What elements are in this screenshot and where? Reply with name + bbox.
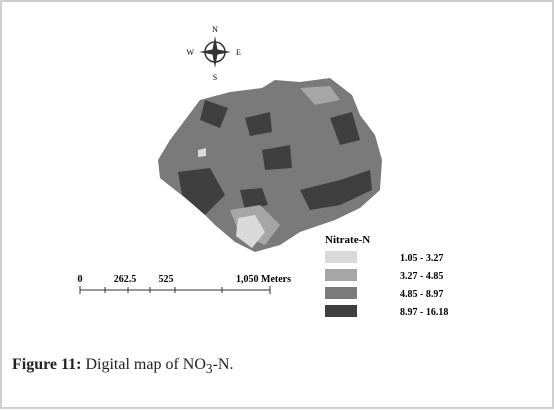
scale-label: 525: [159, 274, 174, 285]
map: [158, 78, 382, 252]
compass: [199, 36, 231, 68]
legend-swatch: [325, 305, 357, 317]
caption-label: Figure 11:: [12, 356, 82, 373]
legend-label: 1.05 - 3.27: [400, 253, 443, 264]
legend-label: 3.27 - 4.85: [400, 271, 443, 282]
compass-w: W: [186, 48, 194, 57]
legend-swatch: [325, 269, 357, 281]
legend-title: Nitrate-N: [325, 234, 370, 246]
compass-s: S: [213, 73, 217, 82]
caption-subscript: 3: [205, 361, 213, 377]
scale-bar: [79, 286, 271, 294]
caption: Figure 11: Digital map of NO3-N.: [12, 356, 233, 377]
scale-label: 0: [78, 274, 83, 285]
caption-suffix: -N.: [212, 356, 234, 373]
scale-label: 1,050 Meters: [236, 274, 291, 285]
legend-swatch: [325, 251, 357, 263]
compass-n: N: [212, 25, 218, 34]
legend-label: 4.85 - 8.97: [400, 289, 443, 300]
legend-label: 8.97 - 16.18: [400, 307, 448, 318]
caption-text: Digital map of NO: [85, 356, 206, 373]
compass-e: E: [236, 48, 241, 57]
legend-swatch: [325, 287, 357, 299]
scale-label: 262.5: [114, 274, 137, 285]
